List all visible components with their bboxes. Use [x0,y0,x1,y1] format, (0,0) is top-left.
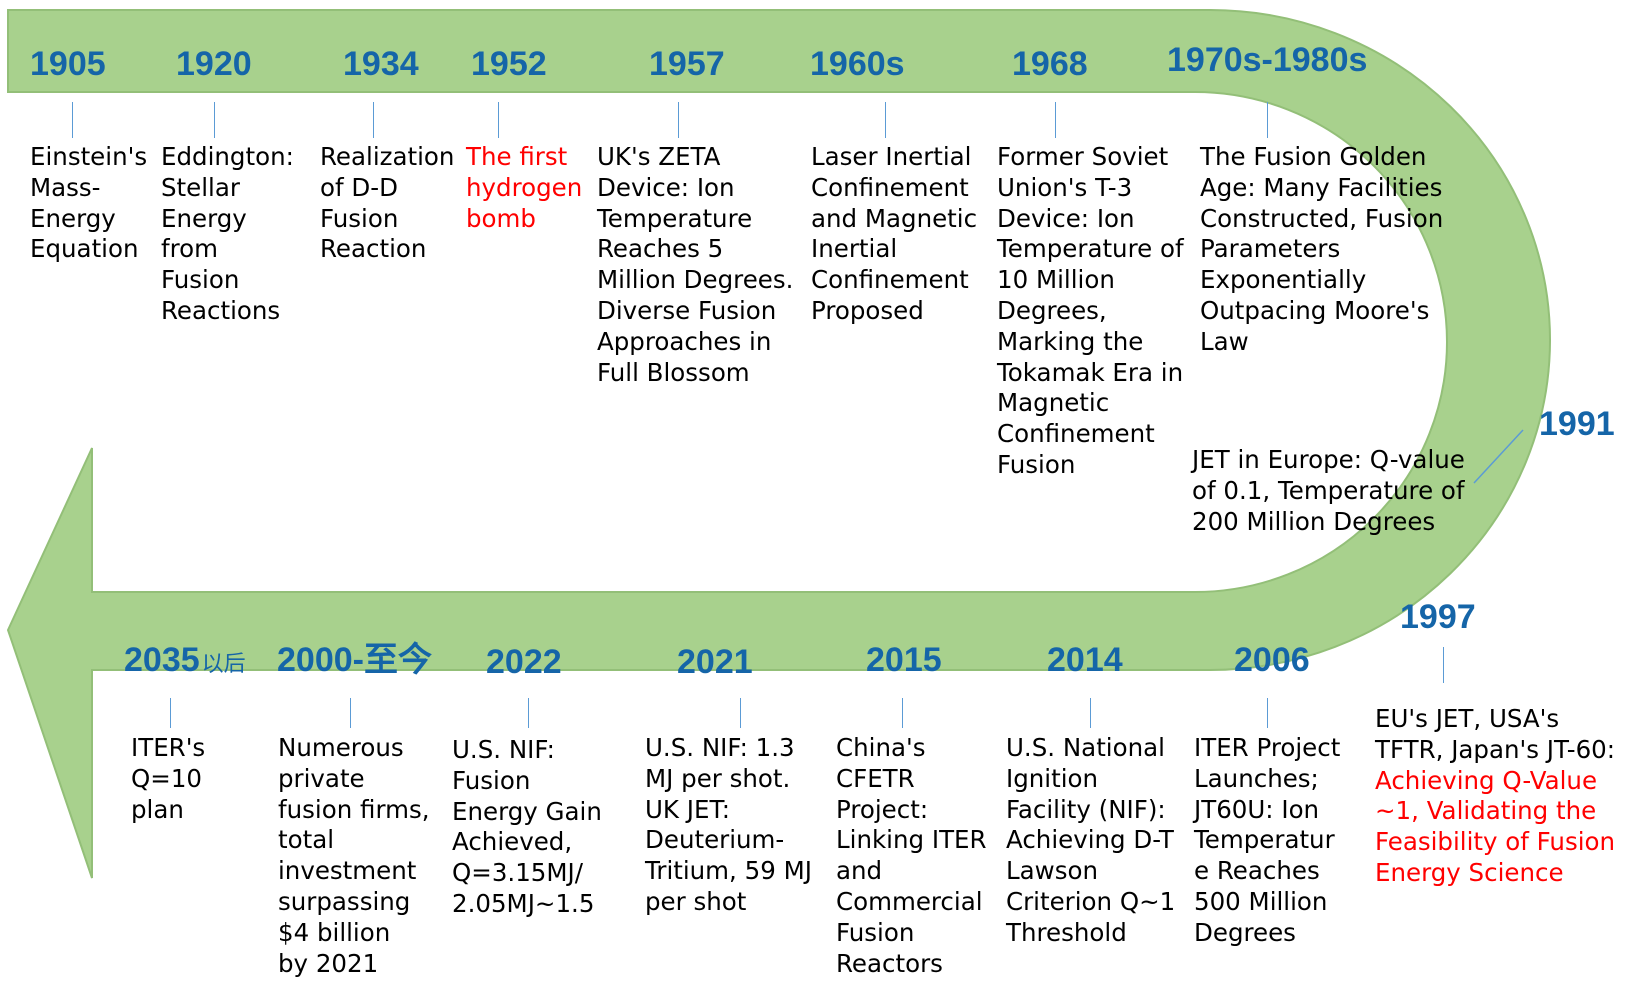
year-label: 2035以后 [124,641,246,679]
connector-line [1055,102,1056,138]
year-label: 1934 [343,45,419,83]
event-description: Einstein's Mass- Energy Equation [30,142,148,264]
connector-line [902,698,903,728]
connector-line [1267,698,1268,728]
year-label: 2022 [486,643,562,681]
connector-line [170,698,171,728]
connector-line [1267,102,1268,138]
event-description: Numerous private fusion firms, total investm… [278,733,430,978]
year-label: 1960s [810,45,905,83]
connector-line [350,698,351,728]
event-description: ITER's Q=10 plan [131,733,206,824]
connector-line [1443,647,1444,683]
event-description: The Fusion Golden Age: Many Facilities Con… [1200,142,1444,356]
event-description: U.S. National Ignition Facility (NIF): Achi… [1006,733,1176,947]
event-description: Laser Inertial Confinement and Magnetic Ine… [811,142,978,325]
connector-line [1090,698,1091,728]
year-label: 2000-至今 [277,641,432,679]
connector-line [1473,429,1524,484]
connector-line [885,102,886,138]
event-description: EU's JET, USA's TFTR, Japan's JT-60: Achie… [1375,704,1616,887]
event-description: U.S. NIF: 1.3 MJ per shot. UK JET: Deuteriu… [645,733,812,916]
year-label: 1952 [471,45,547,83]
connector-line [528,698,529,728]
event-description: U.S. NIF: Fusion Energy Gain Achieved, Q=3.1… [452,735,602,918]
connector-line [678,102,679,138]
year-label: 2014 [1047,641,1123,679]
connector-line [72,102,73,138]
year-label: 1970s-1980s [1167,41,1368,79]
connector-line [498,102,499,138]
year-label: 2006 [1234,641,1310,679]
year-label: 2015 [866,641,942,679]
year-label: 1997 [1400,598,1476,636]
event-description: Eddington: Stellar Energy from Fusion Reactio… [161,142,294,325]
year-label: 1905 [30,45,106,83]
year-label: 2021 [677,643,753,681]
year-label: 1968 [1012,45,1088,83]
event-description: Former Soviet Union's T-3 Device: Ion Tempe… [997,142,1184,479]
connector-line [373,102,374,138]
event-description: JET in Europe: Q-value of 0.1, Temperatur… [1192,445,1465,536]
event-description: China's CFETR Project: Linking ITER and Comme… [836,733,987,978]
event-description: UK's ZETA Device: Ion Temperature Reaches 5… [597,142,794,387]
event-description: Realization of D-D Fusion Reaction [320,142,455,264]
connector-line [740,698,741,728]
event-description: ITER Project Launches; JT60U: Ion Temperatu… [1194,733,1341,947]
u-turn-arrow-shape [6,9,1551,879]
year-label: 1957 [649,45,725,83]
connector-line [214,102,215,138]
event-description: The first hydrogen bomb [466,142,583,233]
year-label: 1991 [1539,405,1615,443]
year-label: 1920 [176,45,252,83]
